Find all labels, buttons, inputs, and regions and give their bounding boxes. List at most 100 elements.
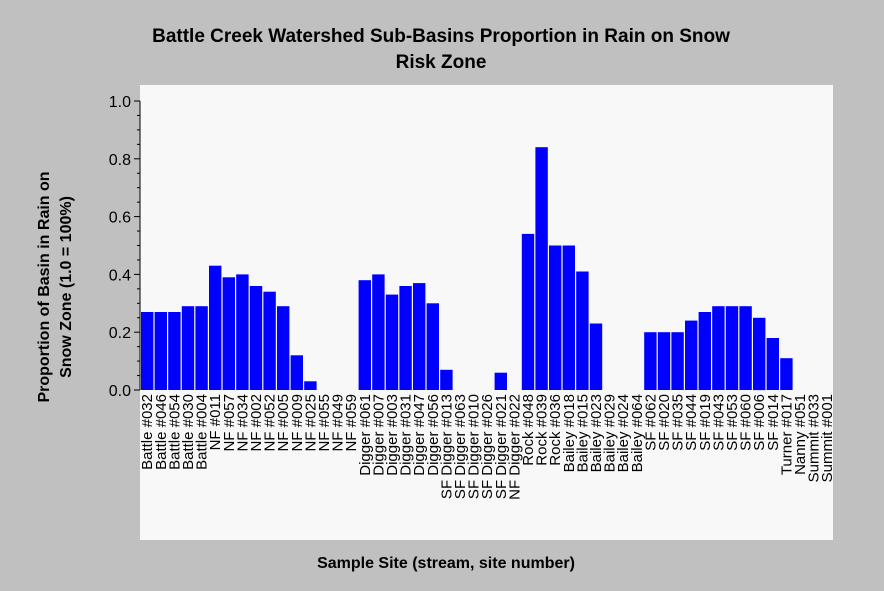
- bars-group: [141, 147, 793, 391]
- bar-1: [154, 312, 167, 390]
- x-tick-label: SF #062: [642, 394, 659, 451]
- x-tick-label: Summit #033: [806, 394, 823, 482]
- y-axis-ticks: 0.0 0.2 0.4 0.6 0.8 1.0: [109, 94, 140, 400]
- bar-17: [372, 274, 385, 390]
- x-tick-label: NF #034: [234, 394, 251, 452]
- x-tick-label: NF Digger #022: [506, 394, 523, 500]
- bar-7: [236, 274, 249, 390]
- x-tick-label: Battle #046: [153, 394, 170, 470]
- bar-26: [494, 372, 507, 390]
- bar-12: [304, 381, 317, 390]
- x-tick-label: SF Digger #010: [466, 394, 483, 499]
- bar-4: [195, 306, 208, 390]
- bar-5: [209, 265, 222, 390]
- bar-18: [385, 294, 399, 390]
- bar-40: [685, 320, 698, 390]
- x-tick-label: Battle #004: [194, 394, 211, 470]
- x-tick-label: NF #059: [343, 394, 360, 452]
- x-tick-label: SF Digger #063: [452, 394, 469, 499]
- x-tick-label: SF Digger #013: [438, 394, 455, 499]
- bar-32: [576, 271, 589, 390]
- x-tick-label: SF #014: [765, 394, 782, 451]
- x-tick-label: Digger #003: [384, 394, 401, 476]
- bar-28: [521, 233, 535, 390]
- y-axis-title-line-1: Proportion of Basin in Rain on: [36, 171, 53, 402]
- x-tick-label: Rock #039: [534, 394, 551, 466]
- x-tick-label: SF Digger #026: [479, 394, 496, 499]
- x-tick-label: Bailey #018: [561, 394, 578, 472]
- bar-46: [766, 338, 779, 390]
- bar-6: [222, 277, 235, 390]
- x-tick-label: Nanny #051: [792, 394, 809, 475]
- bar-0: [141, 312, 154, 390]
- bar-43: [725, 306, 739, 390]
- x-tick-label: NF #002: [248, 394, 265, 452]
- bar-31: [562, 245, 575, 390]
- bar-47: [780, 358, 793, 390]
- x-tick-label: SF #019: [697, 394, 714, 451]
- bar-3: [181, 306, 195, 390]
- x-tick-label: SF Digger #021: [493, 394, 510, 499]
- x-tick-label: NF #055: [316, 394, 333, 452]
- x-tick-label: NF #009: [289, 394, 306, 452]
- x-tick-label: Bailey #023: [588, 394, 605, 472]
- y-tick-label: 0.4: [109, 267, 131, 284]
- x-tick-label: SF #044: [683, 394, 700, 451]
- x-tick-label: Turner #017: [778, 394, 795, 475]
- x-tick-label: Digger #047: [411, 394, 428, 476]
- x-tick-label: Summit #001: [819, 394, 836, 482]
- x-tick-label: SF #020: [656, 394, 673, 451]
- x-tick-label: NF #052: [262, 394, 279, 452]
- x-tick-label: SF #043: [710, 394, 727, 451]
- x-tick-label: SF #053: [724, 394, 741, 451]
- x-tick-label: NF #005: [275, 394, 292, 452]
- bar-45: [753, 317, 766, 391]
- bar-11: [290, 355, 303, 390]
- bar-38: [657, 332, 671, 390]
- bar-29: [535, 147, 548, 390]
- x-tick-label: Bailey #064: [629, 394, 646, 472]
- x-tick-label: Battle #032: [139, 394, 156, 470]
- x-tick-label: Rock #048: [520, 394, 537, 466]
- x-axis-title: Sample Site (stream, site number): [317, 555, 575, 572]
- chart-title-line-2: Risk Zone: [396, 52, 487, 73]
- y-tick-label: 0.0: [109, 383, 131, 400]
- bar-10: [277, 306, 290, 390]
- x-tick-label: Digger #056: [425, 394, 442, 476]
- bar-42: [712, 306, 725, 390]
- bar-19: [399, 286, 412, 390]
- x-tick-label: Battle #030: [180, 394, 197, 470]
- x-tick-label: Rock #036: [547, 394, 564, 466]
- bar-8: [249, 286, 263, 390]
- x-tick-label: Battle #054: [166, 394, 183, 470]
- x-tick-label: Digger #007: [370, 394, 387, 476]
- chart-title-line-1: Battle Creek Watershed Sub-Basins Propor…: [152, 26, 730, 47]
- x-tick-label: NF #011: [207, 394, 224, 450]
- x-tick-label: Bailey #015: [574, 394, 591, 472]
- y-tick-label: 0.6: [109, 210, 131, 227]
- x-tick-label: Digger #061: [357, 394, 374, 476]
- bar-33: [589, 323, 603, 390]
- x-tick-label: Bailey #024: [615, 394, 632, 472]
- y-tick-label: 1.0: [109, 94, 131, 111]
- y-tick-label: 0.8: [109, 152, 131, 169]
- bar-44: [739, 306, 752, 390]
- y-tick-label: 0.2: [109, 325, 131, 342]
- bar-20: [413, 283, 426, 390]
- x-tick-label: SF #035: [670, 394, 687, 451]
- bar-9: [263, 291, 276, 390]
- y-axis-title-line-2: Snow Zone (1.0 = 100%): [58, 196, 75, 378]
- x-tick-label: Digger #031: [398, 394, 415, 476]
- bar-30: [549, 245, 562, 390]
- bar-16: [358, 280, 371, 390]
- bar-37: [644, 332, 657, 390]
- bar-2: [168, 312, 181, 390]
- x-tick-label: NF #057: [221, 394, 238, 452]
- bar-41: [698, 312, 711, 390]
- x-tick-label: Bailey #029: [602, 394, 619, 472]
- x-tick-label: SF #006: [751, 394, 768, 451]
- bar-22: [440, 369, 453, 390]
- bar-21: [426, 303, 439, 390]
- x-tick-label: NF #049: [330, 394, 347, 452]
